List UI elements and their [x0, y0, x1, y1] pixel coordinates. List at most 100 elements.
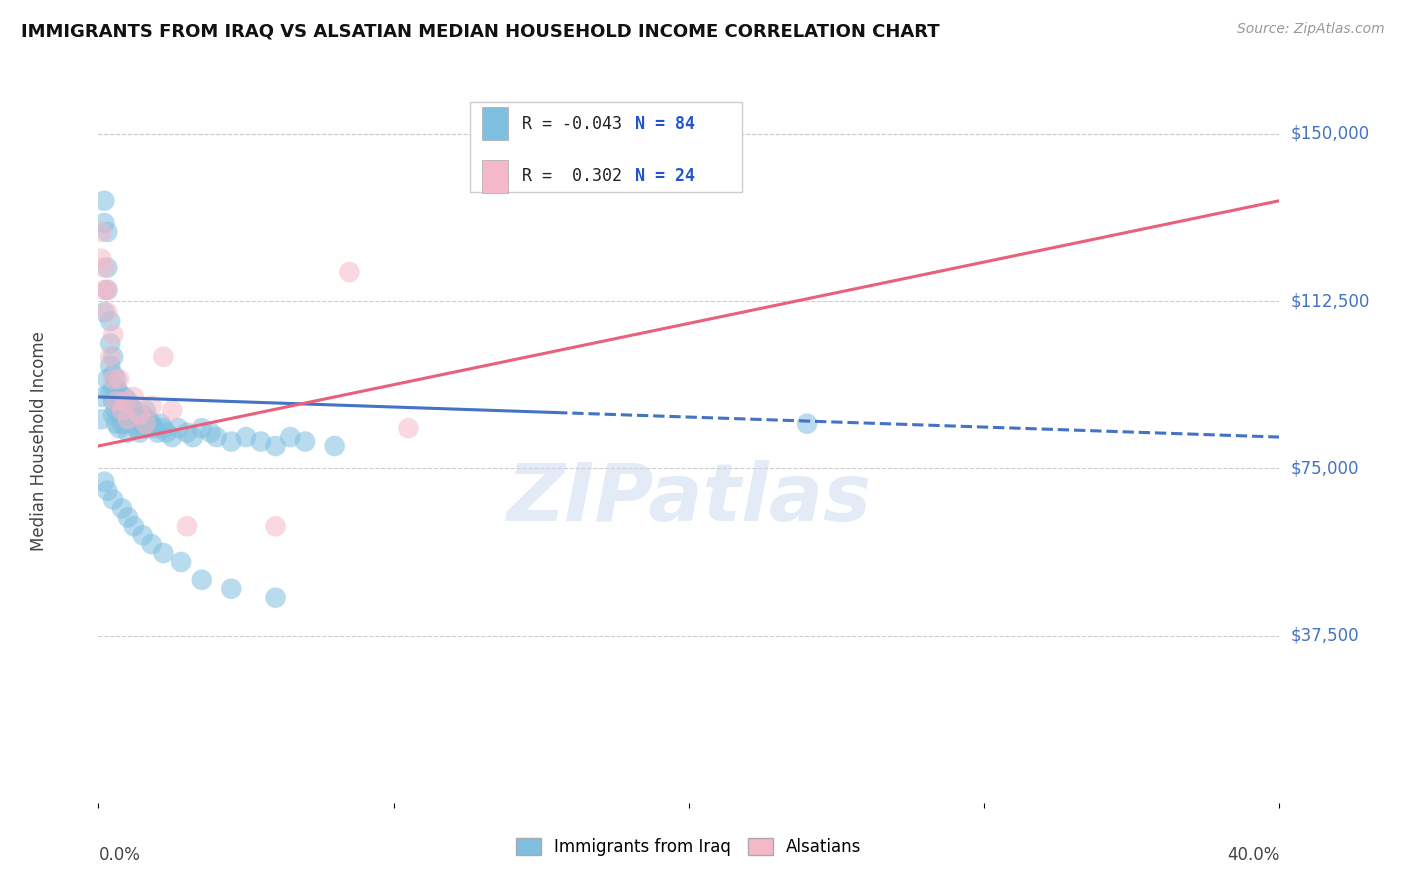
Point: [294, 434, 316, 449]
Point: [105, 381, 128, 395]
Point: [108, 385, 131, 400]
Point: [143, 421, 166, 435]
Point: [117, 412, 139, 426]
Point: [796, 417, 818, 431]
Point: [176, 425, 198, 440]
Point: [138, 412, 160, 426]
Point: [93, 260, 115, 275]
Point: [96, 283, 118, 297]
Text: N = 24: N = 24: [634, 168, 695, 186]
Point: [93, 475, 115, 489]
Point: [103, 381, 125, 395]
Point: [152, 350, 174, 364]
Point: [176, 519, 198, 533]
Point: [98, 385, 121, 400]
Text: $75,000: $75,000: [1291, 459, 1360, 477]
Point: [167, 421, 190, 435]
Point: [117, 412, 139, 426]
Point: [111, 403, 134, 417]
Point: [103, 368, 125, 382]
Point: [90, 412, 112, 426]
Point: [105, 403, 128, 417]
Point: [162, 430, 183, 444]
Point: [98, 314, 121, 328]
Point: [135, 417, 157, 431]
Point: [120, 399, 142, 413]
Point: [98, 336, 121, 351]
Point: [250, 434, 273, 449]
Point: [128, 425, 150, 440]
Point: [339, 265, 361, 279]
Point: [103, 394, 125, 409]
Point: [111, 403, 134, 417]
Point: [122, 403, 145, 417]
Point: [141, 417, 163, 431]
Point: [93, 305, 115, 319]
Point: [98, 359, 121, 373]
Point: [221, 582, 243, 596]
Point: [105, 372, 128, 386]
Point: [90, 252, 112, 266]
Point: [200, 425, 222, 440]
Text: ZIPatlas: ZIPatlas: [506, 460, 872, 539]
Point: [103, 350, 125, 364]
Point: [122, 519, 145, 533]
Point: [181, 430, 204, 444]
Point: [141, 537, 163, 551]
Point: [105, 394, 128, 409]
Point: [108, 372, 131, 386]
Point: [264, 591, 287, 605]
Point: [111, 417, 134, 431]
Point: [96, 283, 118, 297]
Point: [103, 372, 125, 386]
Point: [152, 546, 174, 560]
Point: [398, 421, 420, 435]
Point: [103, 492, 125, 507]
Text: $37,500: $37,500: [1291, 626, 1360, 645]
Point: [96, 305, 118, 319]
Point: [264, 439, 287, 453]
Point: [125, 408, 148, 422]
FancyBboxPatch shape: [482, 107, 508, 140]
Point: [141, 399, 163, 413]
Point: [170, 555, 193, 569]
Point: [132, 408, 155, 422]
Point: [264, 519, 287, 533]
Point: [128, 408, 150, 422]
Point: [96, 483, 118, 498]
Legend: Immigrants from Iraq, Alsatians: Immigrants from Iraq, Alsatians: [509, 831, 869, 863]
Text: Source: ZipAtlas.com: Source: ZipAtlas.com: [1237, 22, 1385, 37]
Text: N = 84: N = 84: [634, 115, 695, 133]
Text: $150,000: $150,000: [1291, 125, 1369, 143]
Point: [120, 412, 142, 426]
Point: [111, 501, 134, 516]
Point: [90, 390, 112, 404]
Point: [146, 425, 169, 440]
Point: [221, 434, 243, 449]
Point: [114, 403, 136, 417]
Point: [105, 394, 128, 409]
Point: [323, 439, 346, 453]
Point: [205, 430, 228, 444]
Text: R = -0.043: R = -0.043: [523, 115, 623, 133]
Text: Median Household Income: Median Household Income: [31, 332, 48, 551]
Point: [117, 425, 139, 440]
Text: 40.0%: 40.0%: [1227, 847, 1279, 864]
Point: [93, 194, 115, 208]
Point: [155, 425, 177, 440]
Point: [125, 421, 148, 435]
FancyBboxPatch shape: [471, 102, 742, 193]
Point: [149, 417, 172, 431]
Point: [96, 260, 118, 275]
Point: [108, 408, 131, 422]
Text: $112,500: $112,500: [1291, 292, 1369, 310]
Point: [90, 225, 112, 239]
Point: [191, 573, 214, 587]
Point: [96, 225, 118, 239]
Point: [108, 421, 131, 435]
Point: [117, 510, 139, 524]
Point: [132, 528, 155, 542]
Point: [191, 421, 214, 435]
Point: [135, 421, 157, 435]
Point: [105, 417, 128, 431]
